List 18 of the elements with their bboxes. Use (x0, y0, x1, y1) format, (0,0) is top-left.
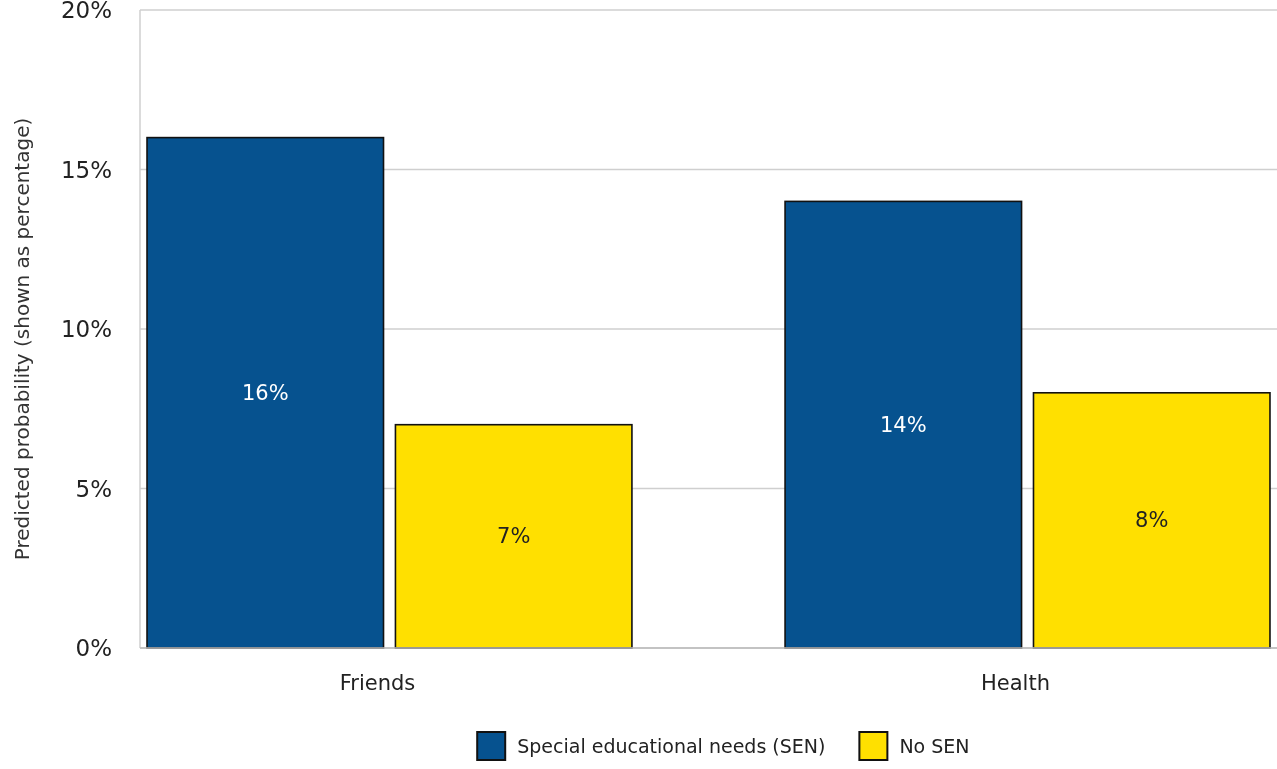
data-label: 7% (497, 524, 531, 549)
bar (784, 200, 1023, 649)
data-label: 16% (241, 380, 289, 405)
x-tick-label: Health (981, 671, 1051, 695)
y-tick-label: 0% (75, 635, 112, 661)
bar (1032, 392, 1271, 649)
y-tick-label: 10% (60, 316, 112, 342)
y-tick-label: 5% (75, 475, 112, 502)
data-label: 14% (879, 412, 927, 437)
data-label: 8% (1135, 508, 1169, 533)
y-axis-title: Predicted probability (shown as percentage) (10, 117, 34, 561)
legend-label: No SEN (899, 735, 970, 757)
x-tick-label: Friends (339, 671, 416, 695)
y-tick-label: 20% (60, 0, 112, 23)
bar (146, 136, 385, 649)
legend-label: Special educational needs (SEN) (517, 735, 826, 757)
bar (394, 423, 633, 649)
y-tick-label: 15% (60, 156, 112, 183)
